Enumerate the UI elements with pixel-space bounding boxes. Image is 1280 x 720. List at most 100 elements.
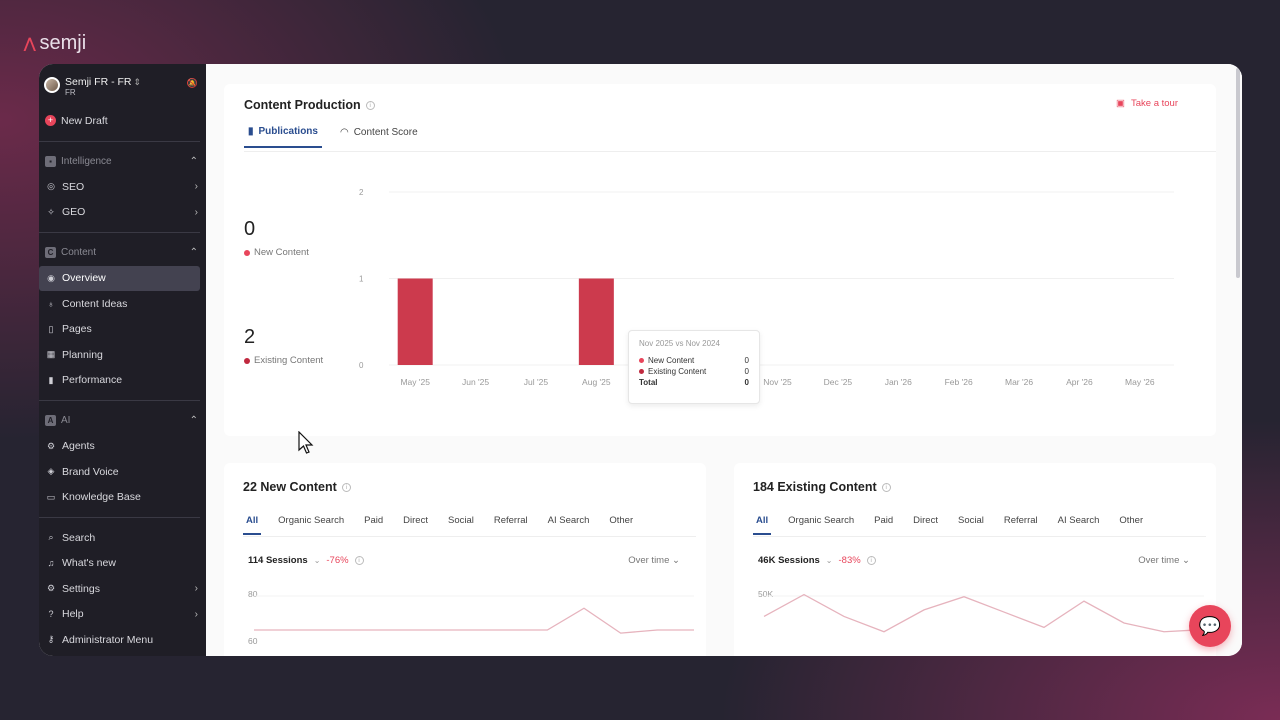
dropdown-label: Over time	[1138, 555, 1180, 566]
sessions-selector[interactable]: 46K Sessions ⌄ -83% i	[758, 555, 876, 566]
info-icon[interactable]: i	[354, 556, 364, 565]
tooltip-label: New Content	[648, 356, 695, 365]
tab-all[interactable]: All	[753, 515, 772, 535]
bell-icon: ♫	[47, 558, 55, 569]
tab-organic-search[interactable]: Organic Search	[278, 515, 345, 526]
chevron-right-icon: ›	[194, 608, 198, 620]
over-time-dropdown[interactable]: Over time ⌄	[628, 555, 680, 566]
search-icon: ⌕	[48, 532, 54, 543]
section-ai[interactable]: A AI ⌃	[39, 408, 206, 434]
tab-referral[interactable]: Referral	[493, 515, 528, 526]
x-tick-label: Dec '25	[824, 377, 853, 387]
tab-content-score[interactable]: ◠ Content Score	[336, 122, 422, 148]
sparkle-icon: ✧	[47, 206, 55, 217]
sidebar-item-label: Search	[62, 531, 96, 544]
tab-all[interactable]: All	[243, 515, 262, 535]
info-icon[interactable]: i	[365, 100, 375, 110]
sidebar-item-geo[interactable]: ✧ GEO ›	[39, 200, 206, 226]
take-tour-label: Take a tour	[1131, 98, 1178, 109]
sidebar-item-content-ideas[interactable]: ♁ Content Ideas	[39, 291, 206, 317]
kpi-label: New Content	[254, 247, 309, 258]
sidebar-item-knowledge-base[interactable]: ▭ Knowledge Base	[39, 485, 206, 511]
book-icon: ▭	[46, 491, 56, 502]
bar-existing-content	[397, 278, 433, 365]
tab-referral[interactable]: Referral	[1003, 515, 1038, 526]
section-label: Intelligence	[61, 155, 112, 167]
sidebar-item-performance[interactable]: ▮ Performance	[39, 368, 206, 394]
sessions-change: -76%	[326, 555, 349, 566]
chat-button[interactable]: 💬	[1189, 605, 1231, 647]
sidebar-item-overview[interactable]: ◉ Overview	[39, 265, 200, 291]
workspace-switcher[interactable]: Semji FR - FR ⇕ FR 🔕	[39, 64, 206, 108]
tab-paid[interactable]: Paid	[364, 515, 384, 526]
sidebar-item-help[interactable]: ? Help ›	[39, 602, 206, 628]
y-tick-label: 1	[359, 275, 364, 284]
tab-social[interactable]: Social	[957, 515, 984, 526]
semji-logo-icon: ⋀	[24, 35, 36, 51]
kpi-new-content: 0 New Content	[244, 218, 309, 258]
legend-dot	[244, 357, 250, 364]
brand-logo: ⋀ semji	[24, 32, 86, 55]
legend-dot	[639, 358, 644, 363]
tooltip-label: Existing Content	[648, 367, 707, 376]
sidebar-item-whats-new[interactable]: ♫ What's new	[39, 551, 206, 577]
eye-icon: ◉	[47, 272, 55, 283]
tab-direct[interactable]: Direct	[913, 515, 938, 526]
tab-social[interactable]: Social	[447, 515, 474, 526]
x-tick-label: Feb '26	[945, 377, 973, 387]
sidebar-item-planning[interactable]: ▦ Planning	[39, 342, 206, 368]
existing-content-card: 184 Existing Content i All Organic Searc…	[734, 463, 1216, 656]
section-intelligence[interactable]: ▪ Intelligence ⌃	[39, 149, 206, 175]
info-icon[interactable]: i	[341, 482, 351, 492]
tab-publications[interactable]: ▮ Publications	[244, 122, 322, 148]
sidebar-item-pages[interactable]: ▯ Pages	[39, 317, 206, 343]
tab-label: Content Score	[353, 127, 418, 138]
agents-icon: ⚙	[46, 440, 56, 451]
new-content-title: 22 New Content i	[243, 480, 351, 494]
scrollbar[interactable]	[1236, 68, 1240, 278]
tooltip-row: Existing Content 0	[639, 366, 749, 377]
divider	[39, 140, 200, 142]
tab-paid[interactable]: Paid	[874, 515, 894, 526]
chevron-right-icon: ›	[194, 206, 198, 218]
chevron-down-icon: ⌄	[672, 555, 680, 566]
workspace-name: Semji FR - FR	[65, 76, 132, 88]
chevron-down-icon: ⌄	[1182, 555, 1190, 566]
bar-chart-icon: ▮	[248, 126, 254, 137]
x-tick-label: May '25	[400, 377, 430, 387]
sidebar-item-label: GEO	[62, 206, 86, 219]
section-content[interactable]: C Content ⌃	[39, 240, 206, 266]
divider	[39, 400, 200, 401]
info-icon[interactable]: i	[881, 482, 891, 492]
sidebar-item-admin[interactable]: ⚷ Administrator Menu	[39, 627, 206, 653]
tab-ai-search[interactable]: AI Search	[1057, 515, 1100, 526]
tab-divider	[753, 536, 1206, 537]
tab-ai-search[interactable]: AI Search	[547, 515, 590, 526]
help-icon: ?	[48, 609, 54, 620]
intelligence-icon: ▪	[45, 155, 56, 167]
sidebar-item-label: Knowledge Base	[62, 491, 141, 504]
tab-other[interactable]: Other	[609, 515, 634, 526]
info-icon[interactable]: i	[866, 556, 876, 565]
sidebar-item-agents[interactable]: ⚙ Agents	[39, 434, 206, 460]
traffic-source-tabs: All Organic Search Paid Direct Social Re…	[243, 515, 650, 535]
tab-other[interactable]: Other	[1119, 515, 1144, 526]
sessions-selector[interactable]: 114 Sessions ⌄ -76% i	[248, 555, 364, 566]
tab-direct[interactable]: Direct	[403, 515, 428, 526]
chat-icon: 💬	[1198, 615, 1222, 636]
tab-organic-search[interactable]: Organic Search	[788, 515, 855, 526]
new-draft-button[interactable]: + New Draft	[39, 108, 206, 134]
tooltip-value: 0	[744, 367, 749, 376]
over-time-dropdown[interactable]: Over time ⌄	[1138, 555, 1190, 566]
sidebar-item-search[interactable]: ⌕ Search	[39, 525, 206, 551]
bell-off-icon[interactable]: 🔕	[186, 78, 198, 88]
content-production-title: Content Production i	[244, 98, 375, 112]
dropdown-label: Over time	[628, 555, 670, 566]
sidebar-item-settings[interactable]: ⚙ Settings ›	[39, 576, 206, 602]
sidebar-item-seo[interactable]: ◎ SEO ›	[39, 174, 206, 200]
calendar-icon: ▦	[46, 349, 56, 360]
x-tick-label: Mar '26	[1005, 377, 1033, 387]
take-tour-button[interactable]: ▣ Take a tour	[1116, 98, 1178, 109]
admin-icon: ⚷	[47, 634, 55, 645]
sidebar-item-brand-voice[interactable]: ◈ Brand Voice	[39, 459, 206, 485]
